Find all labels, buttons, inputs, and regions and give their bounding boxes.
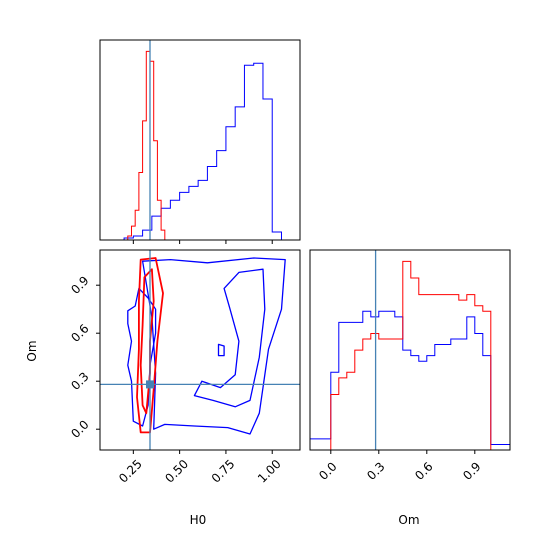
om-ytick-label: 0.0 <box>68 417 91 440</box>
y-axis-label-om: Om <box>25 340 39 361</box>
om-ytick-label: 0.9 <box>68 273 91 296</box>
h0-hist-frame <box>99 39 301 241</box>
x-axis-label-h0: H0 <box>190 513 207 527</box>
contour-frame <box>99 249 301 451</box>
contour-blue-line <box>141 257 286 435</box>
h0-xtick-label: 0.50 <box>162 457 191 486</box>
contour-blue-line <box>193 268 266 408</box>
om-hist-xtick-label: 0.9 <box>460 459 483 482</box>
x-axis-label-om: Om <box>398 513 419 527</box>
om-ytick-label: 0.6 <box>68 321 91 344</box>
om-histogram-panel: 0.0 0.3 0.6 0.9 <box>309 249 511 483</box>
om-hist-xtick-label: 0.3 <box>364 459 387 482</box>
h0-xtick-label: 1.00 <box>255 457 284 486</box>
contour-blue-line <box>217 343 225 357</box>
om-hist-frame <box>309 249 511 451</box>
truth-marker <box>146 380 154 389</box>
om-hist-xtick-label: 0.0 <box>316 459 339 482</box>
h0-hist-red-series <box>124 50 166 241</box>
h0-xtick-label: 0.25 <box>116 457 145 486</box>
contour-red-line <box>139 268 155 415</box>
h0-histogram-panel <box>99 39 301 244</box>
om-hist-xtick-label: 0.6 <box>412 459 435 482</box>
om-hist-blue-series <box>309 310 511 450</box>
om-ytick-label: 0.3 <box>68 369 91 392</box>
h0-hist-blue-series <box>114 62 291 241</box>
h0-om-contour-panel: 0.25 0.50 0.75 1.00 0.0 0.3 0.6 0.9 <box>68 249 301 486</box>
h0-xtick-label: 0.75 <box>209 457 238 486</box>
om-hist-red-series <box>330 260 492 450</box>
